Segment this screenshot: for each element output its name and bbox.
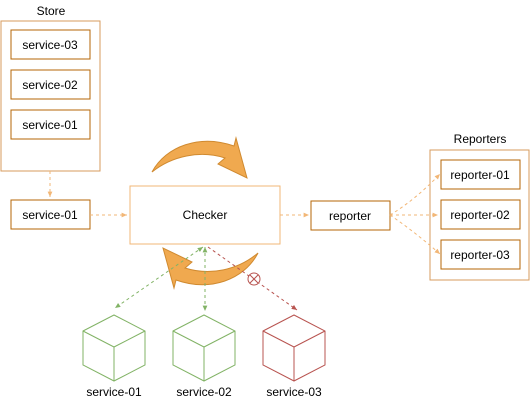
reporters-title: Reporters [454,132,507,146]
store-item-service-03[interactable] [10,29,91,60]
service-03-cube-icon[interactable] [262,314,326,382]
store-title: Store [37,4,66,18]
cycle-arrow-top-icon [151,136,248,179]
store-item-label: service-02 [22,78,78,92]
reporter-item-03[interactable] [440,239,521,270]
reporter-to-01-edge [389,173,441,216]
service-03-label: service-03 [266,385,322,399]
failure-cross-icon [247,272,261,286]
store-item-label: service-03 [22,38,78,52]
reporter-item-01[interactable] [440,159,521,190]
reporter-item-label: reporter-02 [450,208,510,222]
reporter-item-label: reporter-01 [450,168,510,182]
store-item-label: service-01 [22,118,78,132]
checker-box[interactable] [129,185,281,245]
service-02-cube-icon[interactable] [172,314,236,382]
store-item-service-01[interactable] [10,109,91,140]
service-02-label: service-02 [176,385,232,399]
reporter-to-03-edge [389,214,441,255]
input-service-box[interactable] [10,199,91,230]
store-item-service-02[interactable] [10,69,91,100]
reporter-item-label: reporter-03 [450,248,510,262]
checker-label: Checker [183,208,228,222]
service-01-cube-icon[interactable] [82,314,146,382]
reporter-item-02[interactable] [440,199,521,230]
cycle-arrow-bottom-icon [162,247,259,290]
service-01-label: service-01 [86,385,142,399]
reporter-label: reporter [329,209,371,223]
reporter-box[interactable] [310,200,391,231]
input-service-label: service-01 [22,208,78,222]
